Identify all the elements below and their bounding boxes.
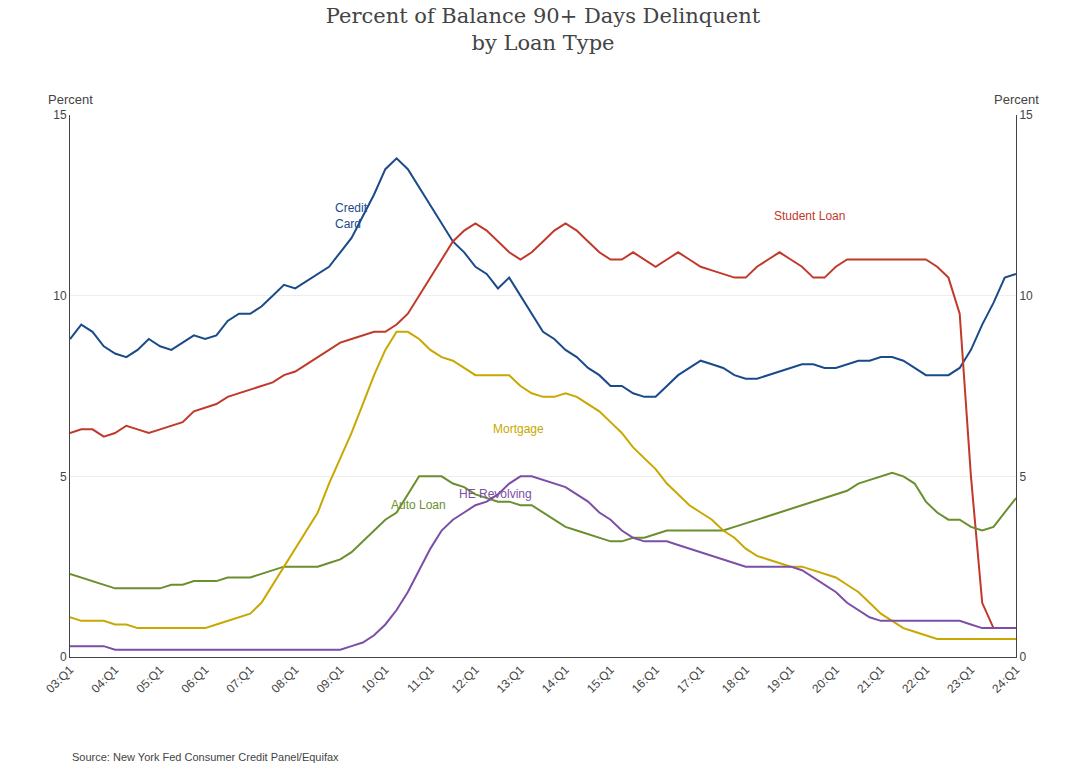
svg-text:05:Q1: 05:Q1 [133, 663, 166, 696]
svg-text:14:Q1: 14:Q1 [539, 663, 572, 696]
svg-text:13:Q1: 13:Q1 [494, 663, 527, 696]
svg-text:16:Q1: 16:Q1 [629, 663, 662, 696]
svg-text:15:Q1: 15:Q1 [584, 663, 617, 696]
svg-text:03:Q1: 03:Q1 [43, 663, 76, 696]
svg-text:20:Q1: 20:Q1 [809, 663, 842, 696]
svg-text:24:Q1: 24:Q1 [989, 663, 1022, 696]
svg-text:18:Q1: 18:Q1 [719, 663, 752, 696]
svg-text:23:Q1: 23:Q1 [944, 663, 977, 696]
svg-text:07:Q1: 07:Q1 [224, 663, 257, 696]
svg-text:08:Q1: 08:Q1 [269, 663, 302, 696]
svg-text:15: 15 [53, 108, 67, 122]
svg-text:5: 5 [60, 470, 67, 484]
svg-text:10: 10 [53, 289, 67, 303]
svg-text:22:Q1: 22:Q1 [899, 663, 932, 696]
svg-text:5: 5 [1019, 470, 1026, 484]
svg-text:12:Q1: 12:Q1 [449, 663, 482, 696]
svg-text:Percent: Percent [994, 92, 1039, 107]
svg-text:06:Q1: 06:Q1 [178, 663, 211, 696]
svg-text:Percent: Percent [48, 92, 93, 107]
svg-text:17:Q1: 17:Q1 [674, 663, 707, 696]
svg-text:HE Revolving: HE Revolving [459, 487, 532, 501]
svg-text:11:Q1: 11:Q1 [404, 663, 437, 696]
svg-text:CreditCard: CreditCard [335, 201, 368, 231]
svg-text:04:Q1: 04:Q1 [88, 663, 121, 696]
svg-text:21:Q1: 21:Q1 [854, 663, 887, 696]
svg-text:09:Q1: 09:Q1 [314, 663, 347, 696]
svg-text:Student Loan: Student Loan [774, 209, 845, 223]
svg-text:10:Q1: 10:Q1 [359, 663, 392, 696]
svg-text:0: 0 [1019, 650, 1026, 664]
svg-text:0: 0 [60, 650, 67, 664]
svg-text:10: 10 [1019, 289, 1033, 303]
svg-text:Auto Loan: Auto Loan [391, 498, 446, 512]
svg-text:Mortgage: Mortgage [493, 422, 544, 436]
svg-text:Percent of Balance 90+ Days De: Percent of Balance 90+ Days Delinquentby… [326, 4, 761, 55]
svg-text:15: 15 [1019, 108, 1033, 122]
svg-text:Source: New York Fed Consumer: Source: New York Fed Consumer Credit Pan… [72, 751, 339, 763]
svg-text:19:Q1: 19:Q1 [764, 663, 797, 696]
